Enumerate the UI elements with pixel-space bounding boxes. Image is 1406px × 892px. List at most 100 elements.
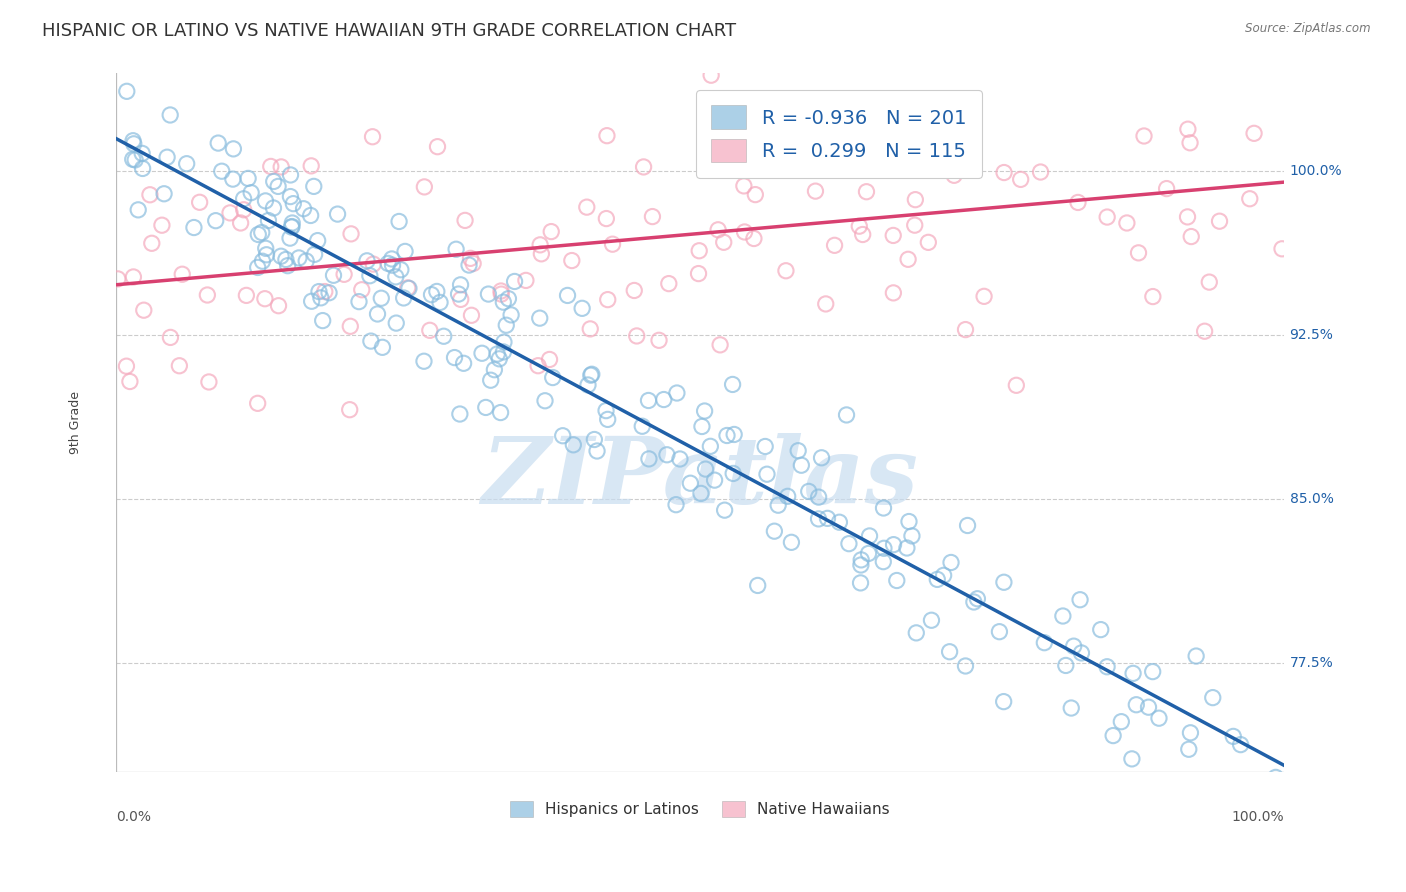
Point (299, 209, 322, 223)
Point (188, 195, 211, 210)
Point (1111, 714, 1133, 729)
Point (882, 285, 904, 300)
Point (1264, 771, 1286, 785)
Point (312, 313, 335, 327)
Text: 100.0%: 100.0% (1232, 810, 1284, 824)
Point (350, 283, 373, 297)
Point (831, 139, 853, 153)
Point (340, 227, 363, 241)
Point (1070, 646, 1092, 660)
Point (988, 624, 1011, 639)
Point (280, 220, 302, 235)
Point (755, 467, 778, 482)
Point (724, 156, 747, 170)
Point (527, 359, 550, 373)
Point (270, 160, 292, 174)
Point (292, 202, 315, 216)
Point (301, 294, 323, 309)
Point (658, 277, 681, 291)
Point (858, 529, 880, 543)
Point (1137, 700, 1160, 714)
Point (904, 193, 927, 207)
Point (835, 408, 858, 422)
Point (131, 146, 153, 161)
Text: Source: ZipAtlas.com: Source: ZipAtlas.com (1246, 22, 1371, 36)
Point (744, 187, 766, 202)
Point (733, 178, 755, 193)
Point (1239, 192, 1261, 206)
Point (851, 553, 873, 567)
Point (1122, 666, 1144, 681)
Point (766, 498, 789, 512)
Point (807, 512, 830, 526)
Point (1005, 378, 1028, 392)
Point (898, 515, 921, 529)
Point (263, 201, 285, 215)
Point (754, 440, 776, 454)
Point (723, 427, 745, 442)
Point (595, 211, 617, 226)
Point (314, 285, 336, 299)
Point (838, 536, 860, 550)
Point (855, 185, 877, 199)
Point (858, 546, 880, 560)
Point (501, 308, 523, 322)
Point (195, 288, 218, 302)
Point (356, 253, 378, 268)
Point (1198, 275, 1220, 289)
Point (709, 338, 731, 352)
Point (141, 236, 163, 251)
Point (557, 288, 579, 302)
Point (254, 241, 277, 255)
Point (450, 277, 472, 292)
Point (309, 291, 332, 305)
Point (1052, 609, 1074, 624)
Point (1147, 711, 1170, 725)
Point (475, 401, 498, 415)
Point (447, 287, 470, 301)
Point (385, 316, 408, 330)
Point (1095, 210, 1118, 224)
Point (713, 503, 735, 517)
Point (359, 268, 381, 283)
Point (742, 231, 765, 245)
Point (602, 237, 624, 252)
Point (1128, 245, 1150, 260)
Point (127, 202, 149, 217)
Point (747, 578, 769, 592)
Point (1095, 659, 1118, 673)
Point (966, 591, 988, 606)
Point (571, 301, 593, 316)
Point (538, 352, 561, 367)
Point (882, 228, 904, 243)
Point (333, 268, 356, 282)
Point (486, 347, 509, 361)
Point (1063, 639, 1085, 653)
Point (540, 225, 562, 239)
Point (1054, 658, 1077, 673)
Point (222, 172, 245, 186)
Point (769, 103, 792, 117)
Point (115, 84, 138, 98)
Point (665, 386, 688, 401)
Point (1067, 195, 1090, 210)
Point (1156, 181, 1178, 195)
Point (595, 403, 617, 417)
Point (1180, 229, 1202, 244)
Point (993, 695, 1015, 709)
Point (222, 142, 245, 156)
Point (529, 311, 551, 326)
Text: 85.0%: 85.0% (1289, 491, 1333, 506)
Point (159, 330, 181, 344)
Point (236, 171, 259, 186)
Point (775, 264, 797, 278)
Point (872, 501, 894, 516)
Point (246, 260, 269, 275)
Point (263, 174, 285, 188)
Point (652, 392, 675, 407)
Point (852, 227, 875, 242)
Point (1142, 289, 1164, 303)
Point (283, 196, 305, 211)
Point (492, 345, 515, 359)
Point (256, 248, 278, 262)
